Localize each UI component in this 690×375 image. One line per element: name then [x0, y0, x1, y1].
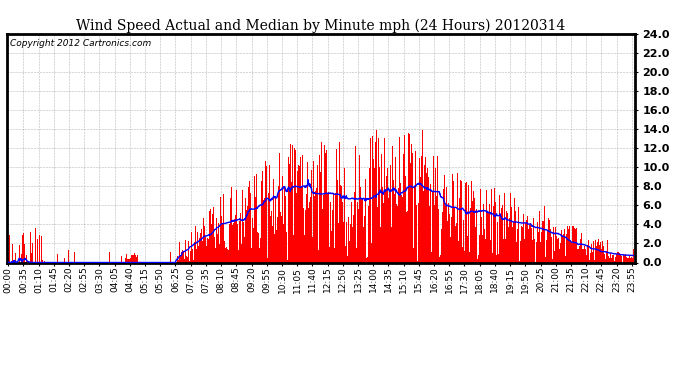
Title: Wind Speed Actual and Median by Minute mph (24 Hours) 20120314: Wind Speed Actual and Median by Minute m… [76, 18, 566, 33]
Text: Copyright 2012 Cartronics.com: Copyright 2012 Cartronics.com [10, 39, 151, 48]
